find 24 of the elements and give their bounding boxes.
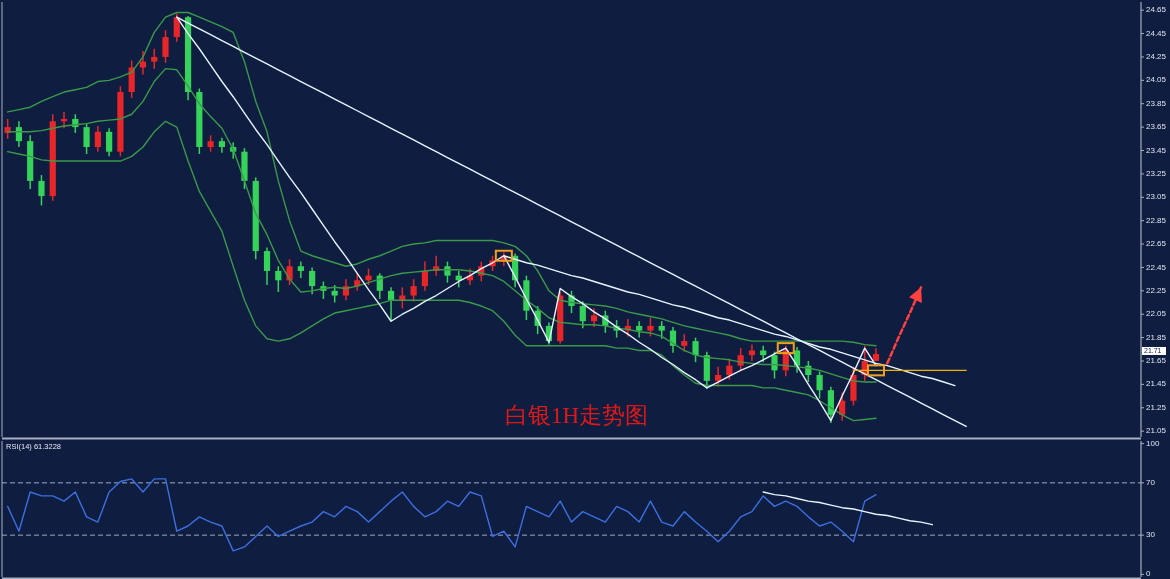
y-tick-label: 23.45 [1146,145,1167,155]
y-tick-label: 24.05 [1146,75,1167,85]
y-tick-label: 22.45 [1146,262,1167,272]
y-tick-label: 22.05 [1146,309,1167,319]
y-tick-label: 21.85 [1146,332,1167,342]
y-tick-label: 70 [1146,477,1156,487]
y-tick-label: 23.05 [1146,192,1167,202]
y-tick-label: 30 [1146,530,1156,540]
y-tick-label: 22.85 [1146,215,1167,225]
annotation: 白银1H走势图 [504,403,649,428]
y-tick-label: 24.25 [1146,52,1167,62]
y-tick-label: 23.85 [1146,98,1167,108]
y-tick-label: 24.65 [1146,5,1167,15]
y-tick-label: 23.25 [1146,169,1167,178]
y-tick-label: 21.05 [1146,426,1167,436]
y-tick-label: 0 [1146,569,1151,579]
y-tick-label: 22.65 [1146,239,1167,249]
y-tick-label: 24.45 [1146,28,1167,38]
y-tick-label: 100 [1146,438,1160,448]
y-tick-label: 21.65 [1146,356,1167,366]
y-tick-label: 23.65 [1146,122,1167,132]
y-tick-label: 21.45 [1146,379,1167,389]
y-tick-label: 21.25 [1146,402,1167,412]
y-tick-label: 22.25 [1146,285,1167,295]
